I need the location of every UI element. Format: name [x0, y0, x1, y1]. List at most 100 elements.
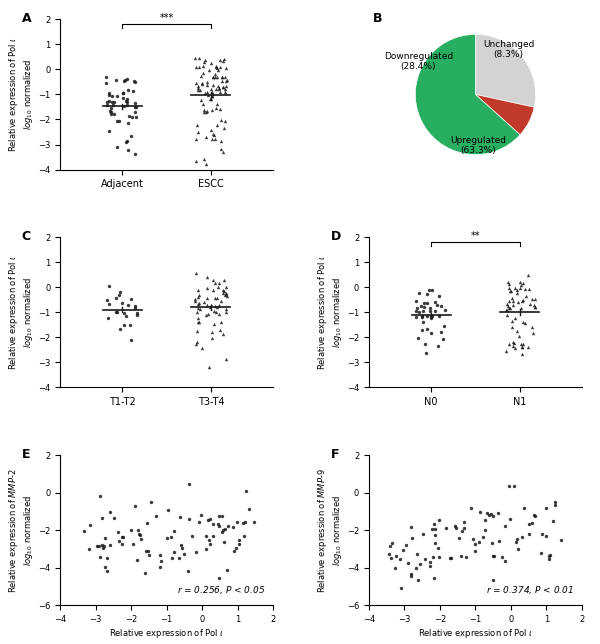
Point — [194, 292, 203, 303]
Point — [130, 98, 140, 108]
Point — [542, 531, 551, 541]
Point — [208, 72, 218, 82]
Point — [512, 287, 521, 298]
Point — [107, 97, 117, 108]
Point — [202, 310, 211, 320]
Point — [113, 527, 123, 537]
Point — [209, 129, 218, 139]
Point — [112, 90, 122, 100]
Point — [420, 553, 430, 564]
Point — [146, 497, 155, 507]
Point — [130, 76, 139, 86]
Point — [422, 298, 431, 308]
Point — [431, 524, 440, 534]
Point — [200, 104, 209, 115]
Point — [167, 553, 177, 563]
Point — [208, 89, 218, 99]
Point — [120, 75, 130, 85]
Point — [112, 307, 121, 317]
Point — [517, 531, 527, 542]
Point — [249, 517, 259, 527]
Text: $r$ = 0.374, $P$ < 0.01: $r$ = 0.374, $P$ < 0.01 — [486, 584, 574, 596]
Point — [505, 303, 515, 313]
Y-axis label: Relative expression of Pol $\iota$
$log_{10}$ normalized: Relative expression of Pol $\iota$ $log_… — [7, 255, 35, 370]
Point — [208, 105, 217, 115]
Point — [548, 515, 558, 526]
Point — [184, 514, 193, 524]
Point — [215, 87, 224, 97]
Point — [203, 308, 213, 319]
Point — [119, 101, 129, 111]
Point — [207, 91, 217, 102]
Point — [132, 308, 142, 318]
Point — [218, 329, 228, 339]
Text: Unchanged
(8.3%): Unchanged (8.3%) — [483, 40, 534, 59]
Point — [202, 80, 212, 90]
Point — [203, 90, 212, 100]
Point — [193, 127, 203, 137]
X-axis label: Relative expression of Pol $\iota$
$log_{10}$ normalized: Relative expression of Pol $\iota$ $log_… — [418, 627, 533, 644]
Point — [518, 278, 528, 289]
Point — [118, 88, 128, 99]
Point — [241, 486, 251, 497]
Text: $r$ = 0.256, $P$ < 0.05: $r$ = 0.256, $P$ < 0.05 — [177, 584, 266, 596]
Point — [510, 343, 520, 353]
Point — [414, 307, 424, 317]
Point — [217, 75, 227, 86]
Point — [524, 528, 533, 538]
Point — [140, 567, 149, 578]
Text: F: F — [331, 448, 339, 460]
Point — [217, 71, 227, 82]
Point — [198, 61, 208, 71]
Point — [221, 289, 230, 299]
Point — [494, 536, 504, 547]
Point — [530, 302, 539, 312]
Point — [536, 548, 545, 558]
Point — [210, 69, 220, 79]
Point — [197, 343, 207, 353]
Point — [220, 84, 230, 95]
Point — [218, 147, 227, 157]
Point — [504, 278, 514, 289]
Point — [196, 510, 206, 520]
Point — [428, 552, 438, 562]
Point — [213, 281, 223, 292]
Point — [221, 282, 231, 292]
Point — [200, 88, 210, 98]
Point — [459, 516, 469, 527]
Point — [482, 508, 492, 518]
Point — [503, 277, 513, 287]
Point — [207, 88, 217, 98]
Point — [218, 56, 228, 66]
Point — [212, 302, 222, 312]
Point — [201, 544, 211, 554]
Point — [221, 71, 230, 82]
Point — [416, 301, 426, 311]
Point — [105, 540, 115, 551]
Point — [176, 540, 186, 551]
Point — [513, 297, 523, 307]
Point — [488, 538, 497, 549]
Point — [169, 526, 179, 536]
Wedge shape — [475, 34, 536, 107]
Point — [111, 307, 121, 317]
Point — [92, 541, 102, 551]
Point — [191, 155, 201, 166]
Point — [191, 53, 200, 64]
Point — [202, 107, 211, 117]
Point — [398, 544, 408, 554]
Point — [434, 552, 444, 562]
Point — [127, 294, 136, 304]
Point — [440, 305, 449, 316]
Point — [200, 55, 210, 65]
Point — [130, 149, 140, 159]
Point — [421, 339, 430, 350]
Point — [508, 337, 518, 348]
Point — [128, 539, 138, 549]
Point — [201, 531, 211, 542]
Point — [220, 123, 229, 133]
Point — [516, 303, 526, 313]
Point — [419, 298, 429, 308]
Point — [221, 287, 231, 298]
Point — [537, 529, 547, 539]
